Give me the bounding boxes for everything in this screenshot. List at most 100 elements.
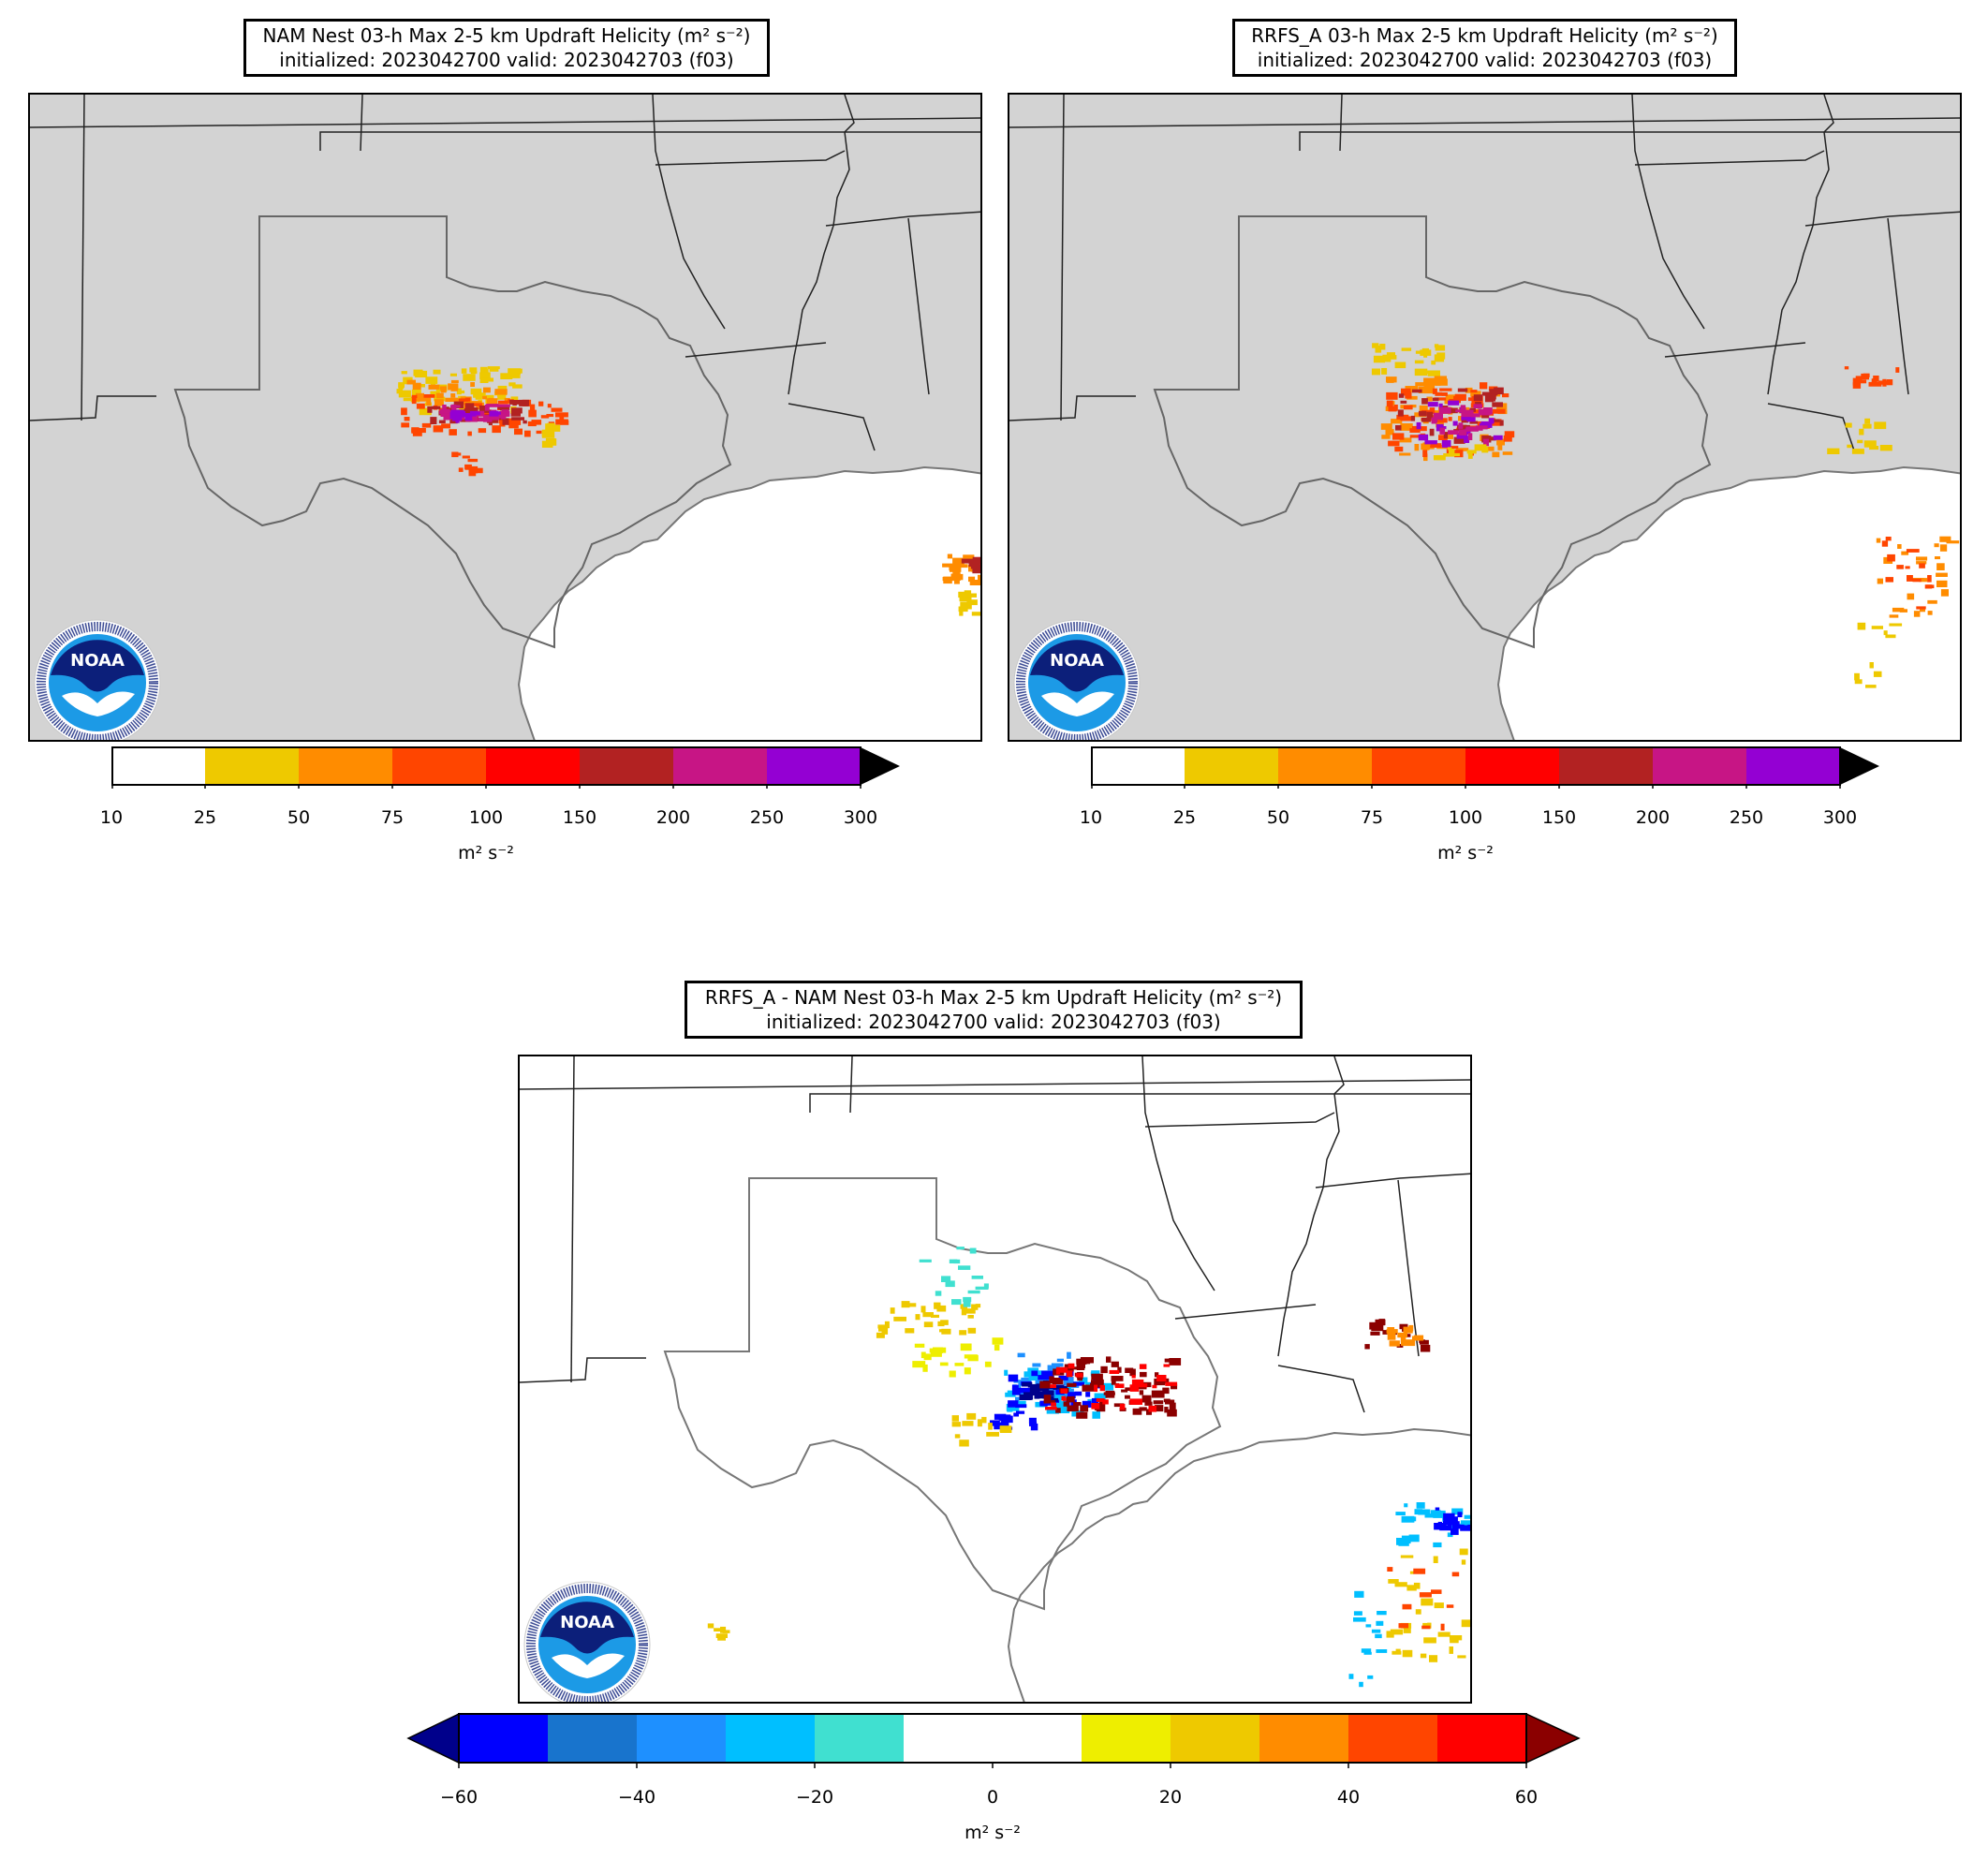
uh-swath-18-1 [949, 1259, 958, 1263]
uh-swath-10-4 [972, 566, 980, 574]
uh-swath-8-6 [464, 464, 472, 470]
uh-swath-9-10 [950, 564, 962, 572]
uh-swath-3-21 [1054, 1392, 1064, 1399]
uh-swath-5-7 [450, 409, 462, 416]
uh-swath-3-14 [1410, 415, 1416, 421]
uh-swath-2-28 [411, 394, 418, 398]
uh-swath-10-6 [970, 563, 976, 569]
diff-colorbar-tick-3: 0 [986, 1787, 999, 1808]
uh-swath-4-18 [1480, 421, 1489, 429]
uh-swath-1-49 [1422, 421, 1429, 424]
uh-swath-3-34 [1398, 393, 1405, 398]
uh-swath-3-20 [483, 409, 492, 413]
uh-swath-8-12 [999, 1414, 1011, 1422]
uh-swath-16-13 [1361, 1648, 1372, 1653]
uh-swath-3-6 [1421, 398, 1428, 405]
uh-swath-11-9 [1481, 446, 1489, 453]
diff-colorbar-tick-5: 40 [1336, 1787, 1361, 1808]
uh-colorbar-tick-5: 150 [1541, 807, 1577, 828]
uh-colorbar-tick-8: 300 [1822, 807, 1858, 828]
state-border-2 [520, 1357, 646, 1383]
uh-swath-1-69 [1423, 389, 1435, 394]
diff-map: NOAA [518, 1055, 1472, 1704]
uh-swath-0-22 [1414, 360, 1424, 364]
uh-swath-9-9 [1906, 549, 1920, 553]
uh-swath-7-20 [1139, 1364, 1147, 1369]
uh-swath-14-15 [1406, 1585, 1417, 1591]
uh-swath-9-11 [1887, 554, 1895, 562]
uh-swath-1-1 [406, 379, 416, 385]
uh-swath-11-5 [971, 612, 980, 616]
diff-colorbar-bin-7 [1082, 1714, 1171, 1763]
uh-swath-1-46 [1415, 382, 1429, 386]
uh-swath-2-47 [527, 421, 537, 427]
uh-swath-4-4 [478, 417, 485, 422]
uh-swath-13-5 [1467, 1524, 1470, 1529]
state-border-8 [685, 342, 827, 358]
uh-swath-6-12 [1871, 378, 1878, 384]
uh-swath-11-3 [962, 602, 968, 610]
uh-swath-0-28 [485, 394, 494, 399]
uh-swath-3-20 [1469, 421, 1479, 424]
uh-swath-1-14 [439, 386, 448, 391]
uh-swath-2-27 [433, 425, 444, 433]
uh-swath-18-13 [971, 1276, 983, 1279]
uh-swath-11-9 [959, 611, 964, 616]
uh-swath-3-33 [1494, 387, 1504, 395]
uh-swath-6-30 [1076, 1364, 1085, 1368]
uh-swath-2-22 [401, 407, 407, 416]
uh-swath-0-21 [1379, 344, 1386, 350]
uh-colorbar-unit: m² s⁻² [458, 843, 514, 864]
uh-swath-5-6 [472, 411, 480, 416]
uh-swath-16-4 [1376, 1649, 1388, 1653]
uh-swath-6-15 [1125, 1367, 1134, 1373]
rrfs-title-line2: initialized: 2023042700 valid: 202304270… [1257, 49, 1713, 71]
uh-swath-6-11 [1855, 376, 1863, 383]
uh-swath-7-28 [1114, 1383, 1125, 1388]
state-border-4 [809, 1093, 1470, 1113]
uh-swath-1-12 [434, 399, 444, 406]
uh-swath-7-0 [1109, 1369, 1120, 1374]
uh-swath-14-10 [1450, 1637, 1459, 1644]
uh-swath-12-0 [1408, 1534, 1420, 1543]
uh-swath-9-2 [952, 557, 965, 566]
uh-swath-9-3 [1919, 563, 1925, 568]
uh-swath-3-8 [512, 401, 517, 406]
uh-swath-9-5 [1927, 575, 1932, 583]
uh-swath-0-53 [479, 377, 489, 383]
uh-swath-10-7 [977, 567, 980, 573]
uh-colorbar-bin-7 [1746, 747, 1840, 785]
uh-swath-5-3 [1458, 422, 1464, 429]
uh-swath-11-1 [1466, 450, 1477, 454]
diff-colorbar: −60 −40 −20 0 20 40 60 m² s⁻² [403, 1710, 1587, 1851]
state-border-1 [81, 95, 85, 421]
uh-swath-5-18 [1438, 406, 1451, 414]
uh-swath-4-6 [1085, 1392, 1091, 1397]
uh-swath-5-5 [455, 416, 460, 423]
uh-swath-9-0 [1912, 578, 1922, 583]
uh-swath-13-2 [1457, 1512, 1463, 1517]
uh-swath-1-10 [964, 1367, 971, 1375]
uh-swath-18-7 [941, 1276, 951, 1282]
uh-swath-6-8 [1852, 382, 1862, 389]
uh-swath-5-9 [1467, 433, 1473, 440]
uh-colorbar-tick-4: 100 [468, 807, 504, 828]
uh-swath-0-51 [411, 389, 421, 397]
uh-swath-0-1 [959, 1330, 967, 1336]
uh-swath-6-41 [1049, 1376, 1054, 1384]
texas-outline [173, 215, 732, 649]
uh-swath-2-5 [536, 430, 542, 435]
uh-swath-6-1 [551, 407, 563, 412]
uh-swath-2-12 [1032, 1363, 1041, 1367]
uh-swath-1-28 [450, 385, 458, 391]
uh-swath-6-3 [1859, 379, 1867, 384]
uh-swath-4-3 [484, 404, 490, 411]
state-border-8 [1174, 1304, 1317, 1320]
uh-swath-15-3 [1446, 1604, 1454, 1608]
uh-swath-8-1 [1030, 1424, 1038, 1431]
uh-swath-7-10 [1055, 1366, 1068, 1373]
uh-swath-4-0 [1418, 434, 1429, 441]
uh-swath-5-12 [1460, 405, 1466, 410]
uh-swath-2-25 [529, 404, 536, 411]
uh-swath-7-11 [1060, 1388, 1068, 1394]
